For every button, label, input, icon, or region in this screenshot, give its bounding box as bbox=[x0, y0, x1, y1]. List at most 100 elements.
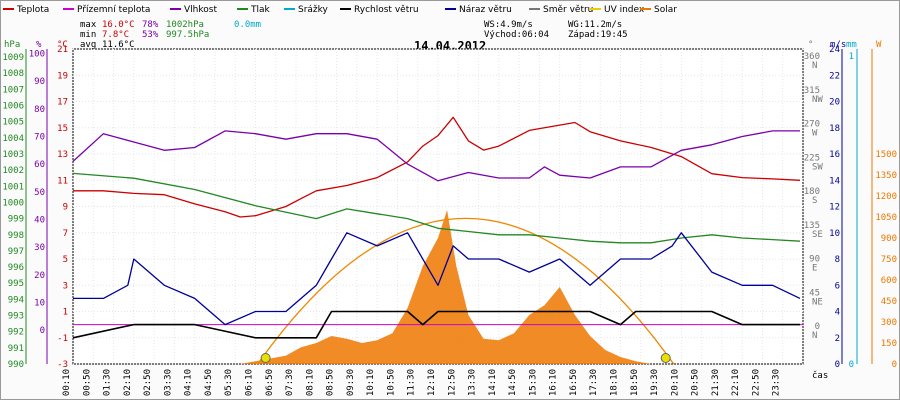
stat-sunrise: Východ:06:04 bbox=[484, 30, 549, 40]
series-vlhkost bbox=[72, 130, 800, 182]
mm-tick-0: 0 bbox=[849, 360, 854, 370]
stat-max-rain: 0.0mm bbox=[234, 20, 261, 30]
temp-tick-7: 11 bbox=[57, 176, 68, 186]
legend-label-4: Srážky bbox=[298, 5, 329, 15]
hpa-tick-7: 997 bbox=[8, 247, 24, 257]
pct-tick-3: 30 bbox=[34, 243, 45, 253]
watt-tick-10: 1500 bbox=[875, 150, 897, 160]
hpa-tick-6: 996 bbox=[8, 263, 24, 273]
hpa-tick-12: 1002 bbox=[2, 166, 24, 176]
time-tick-31: 20:50 bbox=[691, 369, 701, 396]
dir-label-4: S bbox=[812, 196, 817, 206]
stat-max-label: max bbox=[80, 20, 97, 30]
pct-tick-8: 80 bbox=[34, 105, 45, 115]
hpa-tick-10: 1000 bbox=[2, 198, 24, 208]
temp-tick-2: 1 bbox=[63, 308, 68, 318]
legend-label-2: Vlhkost bbox=[184, 5, 217, 15]
hpa-unit: hPa bbox=[4, 40, 20, 50]
pct-tick-1: 10 bbox=[34, 299, 45, 309]
pct-tick-0: 0 bbox=[40, 326, 45, 336]
data-marks bbox=[72, 116, 803, 365]
ms-tick-6: 12 bbox=[829, 203, 840, 213]
hpa-tick-0: 990 bbox=[8, 360, 24, 370]
pct-tick-10: 100 bbox=[29, 49, 45, 59]
dir-tick-0: 0 bbox=[815, 322, 820, 332]
dir-tick-2: 90 bbox=[809, 255, 820, 265]
stat-min-label: min bbox=[80, 30, 96, 40]
time-tick-29: 19:30 bbox=[650, 369, 660, 396]
temp-tick-1: -1 bbox=[57, 334, 68, 344]
time-tick-22: 14:50 bbox=[508, 369, 518, 396]
watt-tick-5: 750 bbox=[881, 255, 897, 265]
dir-label-0: N bbox=[812, 331, 817, 341]
time-tick-16: 10:50 bbox=[386, 369, 396, 396]
pct-unit: % bbox=[36, 40, 42, 50]
ms-tick-5: 10 bbox=[829, 229, 840, 239]
hpa-tick-18: 1008 bbox=[2, 69, 24, 79]
temp-tick-0: -3 bbox=[57, 360, 68, 370]
temp-tick-9: 15 bbox=[57, 124, 68, 134]
stat-sunset: Západ:19:45 bbox=[568, 30, 628, 40]
temp-tick-10: 17 bbox=[57, 98, 68, 108]
series-teplota bbox=[73, 116, 801, 218]
time-tick-34: 22:50 bbox=[751, 369, 761, 396]
stat-min-temp: 7.8°C bbox=[102, 30, 129, 40]
hpa-tick-11: 1001 bbox=[2, 182, 24, 192]
hpa-tick-17: 1007 bbox=[2, 85, 24, 95]
time-tick-10: 06:50 bbox=[265, 369, 275, 396]
hpa-tick-13: 1003 bbox=[2, 150, 24, 160]
dir-label-8: N bbox=[812, 61, 817, 71]
ms-tick-0: 0 bbox=[835, 360, 840, 370]
time-tick-14: 09:30 bbox=[346, 369, 356, 396]
legend-label-6: Náraz větru bbox=[459, 5, 512, 15]
time-tick-12: 08:10 bbox=[305, 369, 315, 396]
ms-tick-7: 14 bbox=[829, 176, 840, 186]
time-tick-13: 08:50 bbox=[326, 369, 336, 396]
pct-tick-4: 40 bbox=[34, 216, 45, 226]
dir-label-5: SW bbox=[812, 162, 823, 172]
watt-tick-9: 1350 bbox=[875, 171, 897, 181]
temp-unit: °C bbox=[57, 40, 68, 50]
pct-tick-2: 20 bbox=[34, 271, 45, 281]
time-tick-26: 17:30 bbox=[589, 369, 599, 396]
ms-tick-9: 18 bbox=[829, 124, 840, 134]
axes: 9909919929939949959969979989991000100110… bbox=[2, 40, 897, 396]
temp-tick-4: 5 bbox=[63, 255, 68, 265]
temp-tick-8: 13 bbox=[57, 150, 68, 160]
time-tick-7: 04:50 bbox=[204, 369, 214, 396]
hpa-tick-1: 991 bbox=[8, 344, 24, 354]
dir-tick-1: 45 bbox=[809, 288, 820, 298]
ms-tick-4: 8 bbox=[835, 255, 840, 265]
watt-tick-1: 150 bbox=[881, 339, 897, 349]
temp-tick-12: 21 bbox=[57, 45, 68, 55]
watt-tick-8: 1200 bbox=[875, 192, 897, 202]
time-tick-8: 05:30 bbox=[224, 369, 234, 396]
legend-label-3: Tlak bbox=[250, 5, 271, 15]
watt-tick-2: 300 bbox=[881, 318, 897, 328]
time-tick-18: 12:10 bbox=[427, 369, 437, 396]
dir-tick-8: 360 bbox=[804, 52, 820, 62]
sunrise-marker bbox=[260, 353, 271, 363]
watt-tick-3: 450 bbox=[881, 297, 897, 307]
series-solar-max-arc bbox=[257, 217, 675, 365]
series-rychlost-větru bbox=[72, 310, 800, 339]
time-tick-6: 04:10 bbox=[184, 369, 194, 396]
stat-avg-label: avg bbox=[80, 40, 96, 50]
dir-tick-7: 315 bbox=[804, 86, 820, 96]
time-tick-2: 01:30 bbox=[103, 369, 113, 396]
hpa-tick-15: 1005 bbox=[2, 118, 24, 128]
ms-tick-2: 4 bbox=[835, 308, 840, 318]
series-náraz-větru bbox=[73, 232, 801, 326]
dir-label-1: NE bbox=[812, 297, 823, 307]
watt-tick-4: 600 bbox=[881, 276, 897, 286]
time-tick-19: 12:50 bbox=[447, 369, 457, 396]
sunset-marker bbox=[660, 353, 671, 363]
time-tick-20: 13:30 bbox=[468, 369, 478, 396]
stat-ws: WS:4.9m/s bbox=[484, 20, 533, 30]
time-tick-25: 16:50 bbox=[569, 369, 579, 396]
temp-tick-5: 7 bbox=[63, 229, 68, 239]
hpa-tick-19: 1009 bbox=[2, 53, 24, 63]
stat-min-press: 997.5hPa bbox=[166, 30, 209, 40]
time-tick-35: 23:30 bbox=[772, 369, 782, 396]
